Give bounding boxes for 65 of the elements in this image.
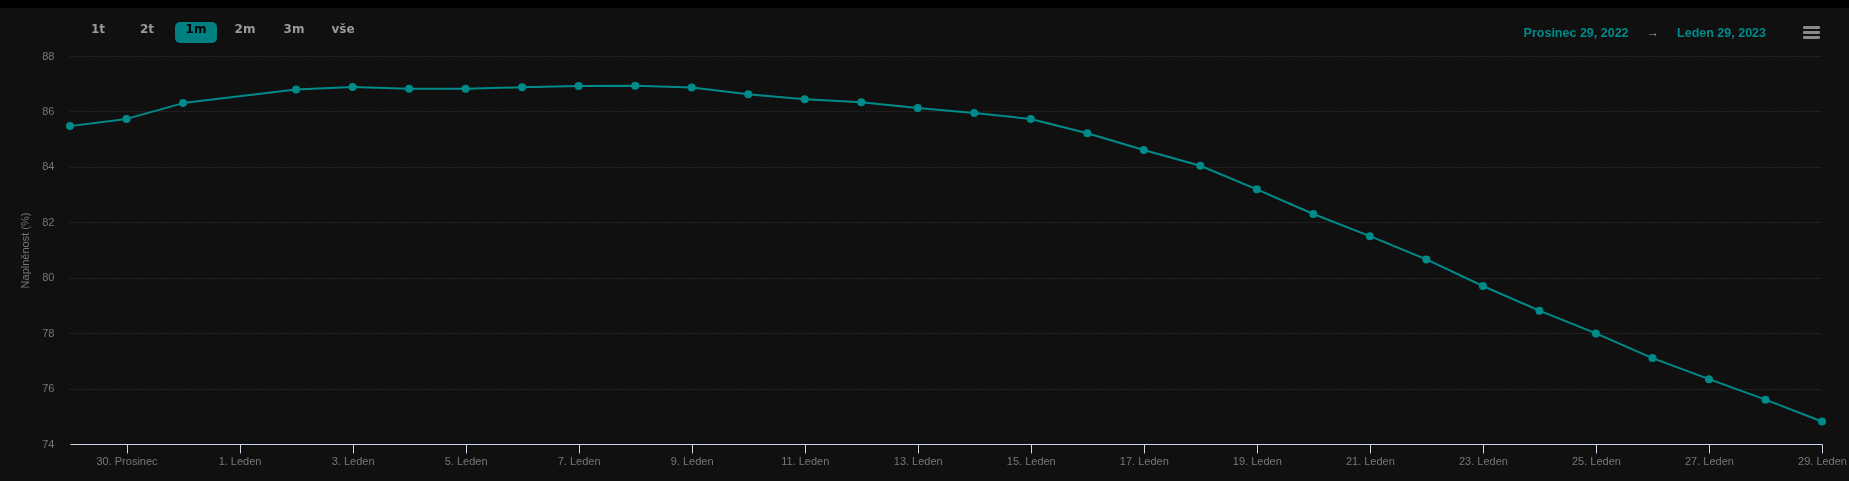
point [1252, 185, 1261, 194]
point [1591, 329, 1600, 338]
x-tick-label: 1. Leden [218, 454, 262, 467]
y-tick-label: 78 [42, 326, 55, 339]
text: → [1646, 26, 1660, 40]
y-tick-label: 74 [42, 437, 55, 450]
text: vše [331, 22, 355, 38]
point [66, 122, 74, 131]
y-tick-label: 84 [42, 160, 55, 173]
point [405, 84, 414, 93]
text: 2t [139, 22, 155, 38]
x-tick-label: 3. Leden [331, 454, 375, 467]
x-tick-label: 5. Leden [444, 454, 488, 467]
point [1761, 395, 1770, 404]
selected-zoom-button: 1m [175, 22, 217, 43]
point [800, 95, 809, 104]
x-tick-label: 21. Leden [1345, 454, 1395, 467]
point [687, 83, 696, 92]
point [1535, 306, 1544, 315]
x-tick-label: 27. Leden [1685, 454, 1734, 467]
text: 1t [90, 22, 106, 38]
point [970, 109, 979, 118]
point [574, 81, 583, 90]
y-tick-label: 88 [42, 49, 55, 62]
x-tick-label: 30. Prosinec [96, 454, 159, 467]
point [292, 85, 301, 94]
x-tick-label: 25. Leden [1571, 454, 1621, 467]
x-tick-label: 7. Leden [557, 454, 601, 467]
x-tick-label: 13. Leden [893, 454, 943, 467]
y-tick-label: 82 [42, 215, 55, 228]
point [179, 99, 188, 108]
point [1026, 114, 1035, 123]
point [913, 104, 922, 113]
point [1139, 145, 1148, 154]
point [1365, 232, 1374, 241]
x-tick-label: 29. Leden [1798, 454, 1847, 467]
x-tick-label: 19. Leden [1232, 454, 1282, 467]
x-tick-label: 15. Leden [1006, 454, 1056, 467]
text: Leden 29, 2023 [1677, 26, 1766, 40]
point [857, 98, 866, 107]
point [122, 114, 131, 123]
text: 2m [234, 22, 256, 38]
y-tick-label: 76 [42, 382, 55, 395]
point [1818, 417, 1826, 426]
x-tick-label: 17. Leden [1119, 454, 1169, 467]
y-tick-label: 80 [42, 271, 55, 284]
point [1083, 129, 1092, 138]
point [1704, 375, 1713, 384]
text: 3m [283, 22, 305, 38]
point [1648, 354, 1657, 363]
point [1478, 282, 1487, 291]
y-axis-title: Naplněnost (%) [18, 212, 31, 289]
point [518, 83, 527, 92]
point [1309, 209, 1318, 218]
point [461, 84, 470, 93]
point [348, 83, 357, 92]
point [631, 81, 640, 90]
point [1196, 161, 1205, 170]
y-tick-label: 86 [42, 104, 55, 117]
x-tick-label: 11. Leden [781, 454, 830, 467]
point [744, 90, 753, 99]
x-tick-label: 9. Leden [670, 454, 714, 467]
x-tick-label: 23. Leden [1458, 454, 1508, 467]
point [1422, 255, 1431, 264]
text: Prosinec 29, 2022 [1523, 26, 1629, 40]
